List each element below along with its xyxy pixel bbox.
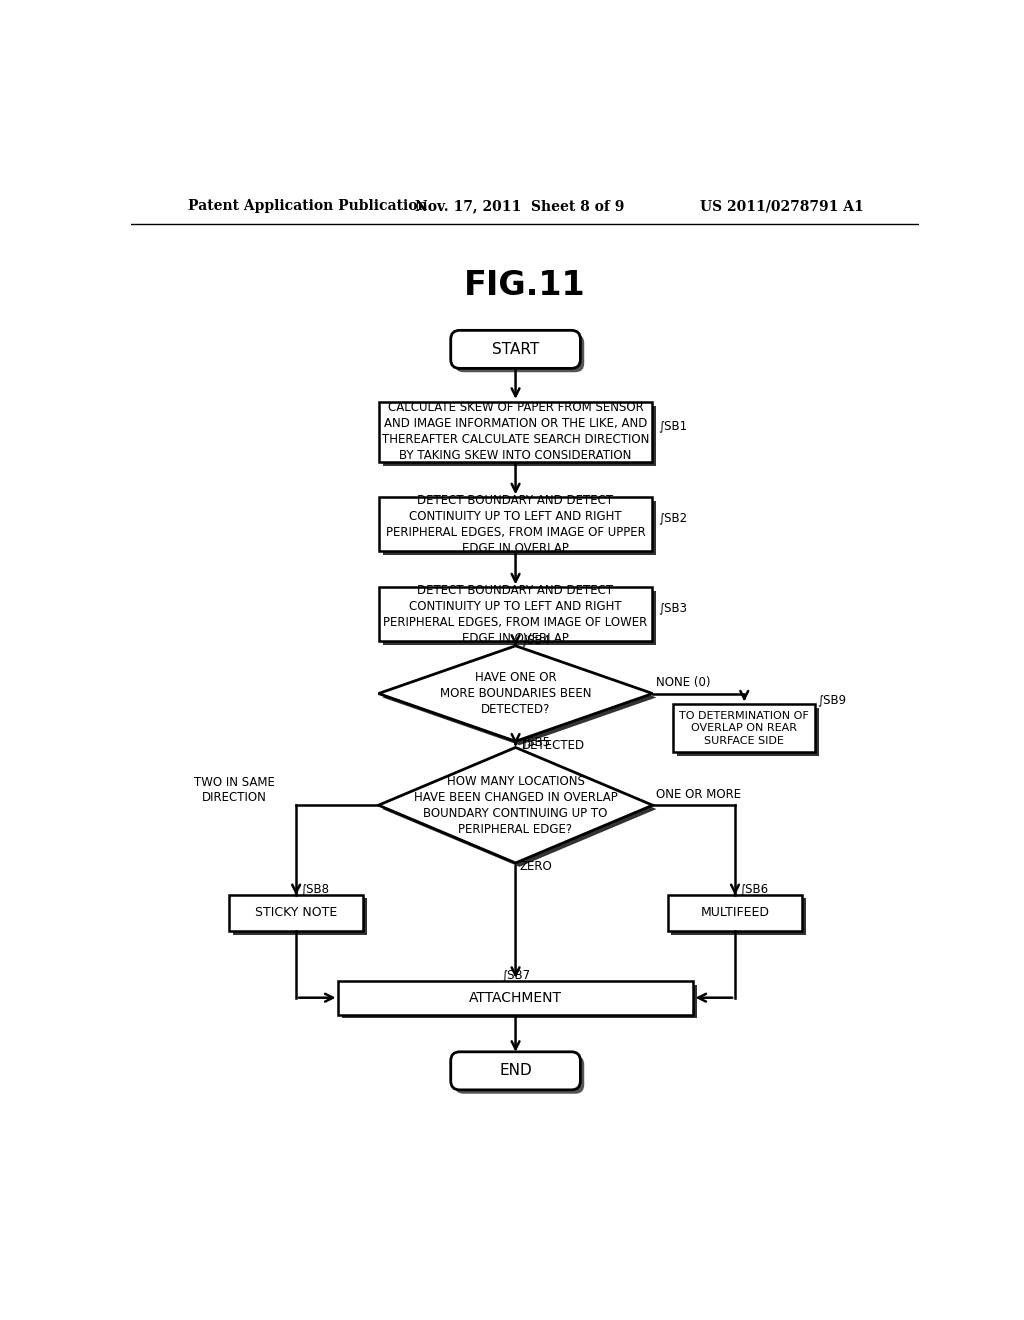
Text: ZERO: ZERO [519, 861, 552, 874]
Bar [383, 405, 656, 466]
FancyBboxPatch shape [455, 1056, 585, 1094]
Text: US 2011/0278791 A1: US 2011/0278791 A1 [700, 199, 864, 213]
Text: Nov. 17, 2011  Sheet 8 of 9: Nov. 17, 2011 Sheet 8 of 9 [416, 199, 625, 213]
Text: TWO IN SAME
DIRECTION: TWO IN SAME DIRECTION [195, 776, 275, 804]
Text: ∫SB1: ∫SB1 [658, 418, 687, 432]
Text: ∫SB6: ∫SB6 [739, 882, 768, 895]
Bar [232, 899, 368, 936]
Text: DETECT BOUNDARY AND DETECT
CONTINUITY UP TO LEFT AND RIGHT
PERIPHERAL EDGES, FRO: DETECT BOUNDARY AND DETECT CONTINUITY UP… [386, 494, 645, 554]
Bar [383, 591, 656, 645]
Text: NONE (0): NONE (0) [656, 676, 711, 689]
Text: START: START [492, 342, 540, 356]
Bar [339, 981, 692, 1015]
Bar [379, 498, 652, 552]
Bar [672, 899, 806, 936]
Text: ∫SB7: ∫SB7 [502, 968, 530, 981]
Bar [379, 401, 652, 462]
Text: HOW MANY LOCATIONS
HAVE BEEN CHANGED IN OVERLAP
BOUNDARY CONTINUING UP TO
PERIPH: HOW MANY LOCATIONS HAVE BEEN CHANGED IN … [414, 775, 617, 836]
Text: TO DETERMINATION OF
OVERLAP ON REAR
SURFACE SIDE: TO DETERMINATION OF OVERLAP ON REAR SURF… [679, 710, 809, 746]
Text: ∫SB9: ∫SB9 [818, 693, 847, 706]
Text: ONE OR MORE: ONE OR MORE [656, 788, 741, 801]
Polygon shape [379, 747, 652, 863]
Bar [379, 587, 652, 642]
FancyBboxPatch shape [455, 334, 585, 372]
Text: ∫SB4: ∫SB4 [521, 634, 551, 647]
Text: ∫SB5: ∫SB5 [521, 735, 551, 748]
Text: FIG.11: FIG.11 [464, 269, 586, 302]
Text: ATTACHMENT: ATTACHMENT [469, 991, 562, 1005]
Text: DETECTED: DETECTED [521, 739, 585, 751]
FancyBboxPatch shape [451, 1052, 581, 1090]
Text: ∫SB2: ∫SB2 [658, 511, 687, 524]
Polygon shape [382, 649, 656, 744]
Text: Patent Application Publication: Patent Application Publication [188, 199, 428, 213]
Bar [342, 985, 696, 1019]
Text: CALCULATE SKEW OF PAPER FROM SENSOR
AND IMAGE INFORMATION OR THE LIKE, AND
THERE: CALCULATE SKEW OF PAPER FROM SENSOR AND … [382, 401, 649, 462]
Text: DETECT BOUNDARY AND DETECT
CONTINUITY UP TO LEFT AND RIGHT
PERIPHERAL EDGES, FRO: DETECT BOUNDARY AND DETECT CONTINUITY UP… [383, 583, 648, 644]
Text: MULTIFEED: MULTIFEED [700, 907, 769, 920]
Bar [228, 895, 364, 932]
Polygon shape [382, 751, 656, 867]
Text: ∫SB8: ∫SB8 [300, 882, 329, 895]
FancyBboxPatch shape [451, 330, 581, 368]
Bar [668, 895, 803, 932]
Polygon shape [379, 645, 652, 742]
Text: END: END [499, 1064, 531, 1078]
Text: HAVE ONE OR
MORE BOUNDARIES BEEN
DETECTED?: HAVE ONE OR MORE BOUNDARIES BEEN DETECTE… [440, 671, 591, 715]
Bar [673, 705, 815, 752]
Bar [677, 708, 819, 756]
Text: STICKY NOTE: STICKY NOTE [255, 907, 337, 920]
Bar [383, 502, 656, 554]
Text: ∫SB3: ∫SB3 [658, 602, 687, 615]
